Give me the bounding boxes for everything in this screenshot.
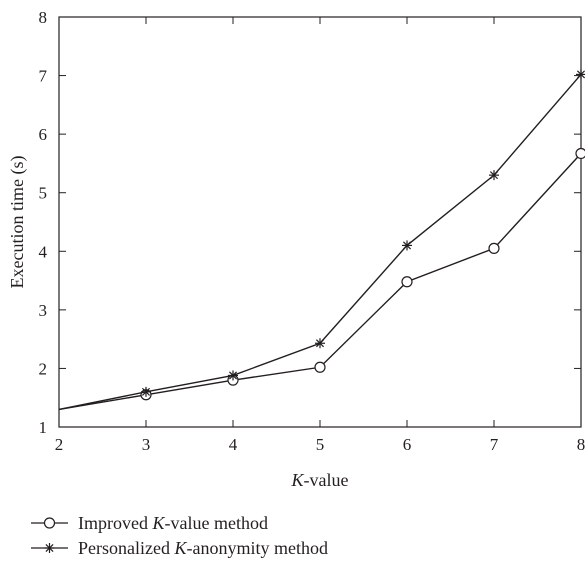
- x-tick-label: 4: [229, 435, 238, 454]
- series-line-1: [58, 73, 582, 411]
- legend-label-improved-italic: K: [151, 513, 165, 533]
- y-axis-label: Execution time (s): [7, 156, 28, 289]
- legend-label-improved-before: Improved: [78, 513, 152, 533]
- x-axis-label-italic: K: [291, 470, 305, 490]
- series-0: [58, 147, 585, 411]
- series-layer: [58, 69, 585, 411]
- legend-item-personalized: Personalized K-anonymity method: [31, 538, 328, 558]
- data-point-star: [402, 240, 412, 251]
- legend-label-personalized-before: Personalized: [78, 538, 174, 558]
- y-tick-label: 6: [39, 125, 48, 144]
- legend-label-improved-after: -value method: [165, 513, 268, 533]
- y-tick-label: 1: [39, 418, 48, 437]
- data-point-star-stroke: [141, 387, 151, 396]
- x-tick-label: 5: [316, 435, 325, 454]
- data-point-star-stroke: [576, 70, 585, 79]
- legend-label-personalized-italic: K: [173, 538, 187, 558]
- data-point-star: [141, 386, 151, 397]
- data-point-star: [576, 69, 585, 80]
- legend-label-improved: Improved K-value method: [78, 513, 268, 533]
- y-tick-label: 4: [39, 242, 48, 261]
- data-point-circle: [488, 242, 500, 254]
- data-point-star-stroke: [402, 241, 412, 250]
- data-point-circle: [314, 361, 326, 373]
- y-tick-label: 5: [39, 184, 48, 203]
- y-tick-label: 8: [39, 8, 48, 27]
- x-tick-label: 3: [142, 435, 151, 454]
- y-tick-label: 2: [39, 359, 48, 378]
- x-tick-label: 2: [55, 435, 64, 454]
- x-tick-label: 8: [577, 435, 585, 454]
- y-axis: 1 2 3 4 5 6 7 8: [39, 8, 581, 437]
- data-point-star-stroke: [489, 171, 499, 180]
- x-axis: 2 3 4 5 6 7 8: [55, 17, 585, 454]
- data-point-star: [315, 338, 325, 349]
- x-tick-label: 6: [403, 435, 412, 454]
- data-point-circle: [401, 276, 413, 288]
- legend-star-glyph: [44, 543, 55, 553]
- x-axis-label: K-value: [291, 470, 349, 490]
- legend: Improved K-value method Personalized K-a…: [31, 513, 328, 558]
- x-axis-label-rest: -value: [304, 470, 349, 490]
- data-point-star: [489, 170, 499, 181]
- data-point-star-stroke: [228, 371, 238, 380]
- legend-label-personalized: Personalized K-anonymity method: [78, 538, 328, 558]
- y-tick-label: 7: [39, 67, 48, 86]
- legend-label-personalized-after: -anonymity method: [186, 538, 327, 558]
- y-tick-label: 3: [39, 301, 48, 320]
- series-1: [58, 69, 585, 411]
- legend-star-glyph-stroke: [45, 543, 54, 553]
- legend-marker-circle: [43, 517, 56, 529]
- data-point-star-stroke: [315, 339, 325, 348]
- data-point-star: [228, 370, 238, 381]
- legend-item-improved: Improved K-value method: [31, 513, 268, 533]
- data-point-circle: [575, 147, 585, 160]
- x-tick-label: 7: [490, 435, 499, 454]
- legend-marker-star: [44, 543, 55, 553]
